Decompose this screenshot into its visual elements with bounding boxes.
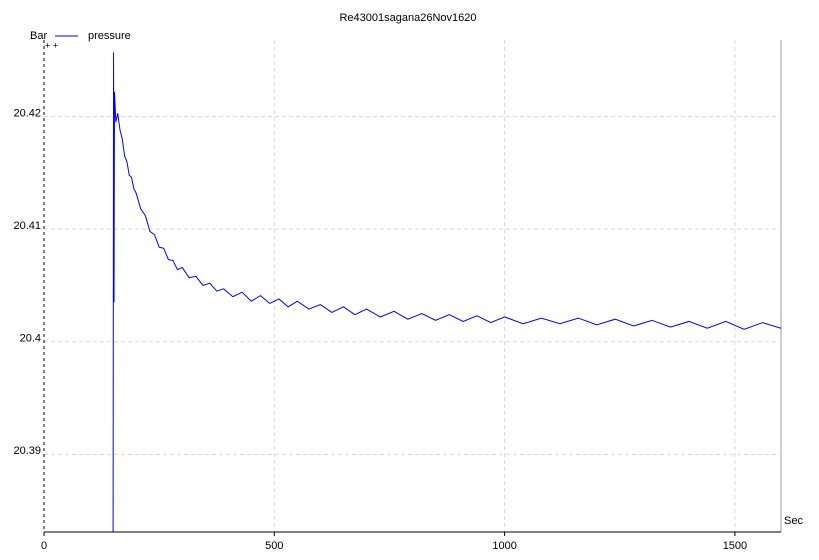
chart-title: Re43001sagana26Nov1620 <box>339 12 476 24</box>
x-tick-label: 500 <box>265 540 283 552</box>
x-tick-label: 1500 <box>723 540 747 552</box>
y-tick-label: 20.39 <box>13 445 41 457</box>
marker-glyph: + + <box>45 40 58 50</box>
y-tick-label: 20.41 <box>13 220 41 232</box>
y-tick-label: 20.42 <box>13 107 41 119</box>
x-axis-label: Sec <box>784 515 803 527</box>
legend-label: pressure <box>88 30 131 42</box>
x-tick-label: 0 <box>41 540 47 552</box>
data-line <box>112 52 782 533</box>
y-tick-label: 20.4 <box>20 333 41 345</box>
y-axis-label: Bar <box>30 30 47 42</box>
x-tick-label: 1000 <box>492 540 516 552</box>
